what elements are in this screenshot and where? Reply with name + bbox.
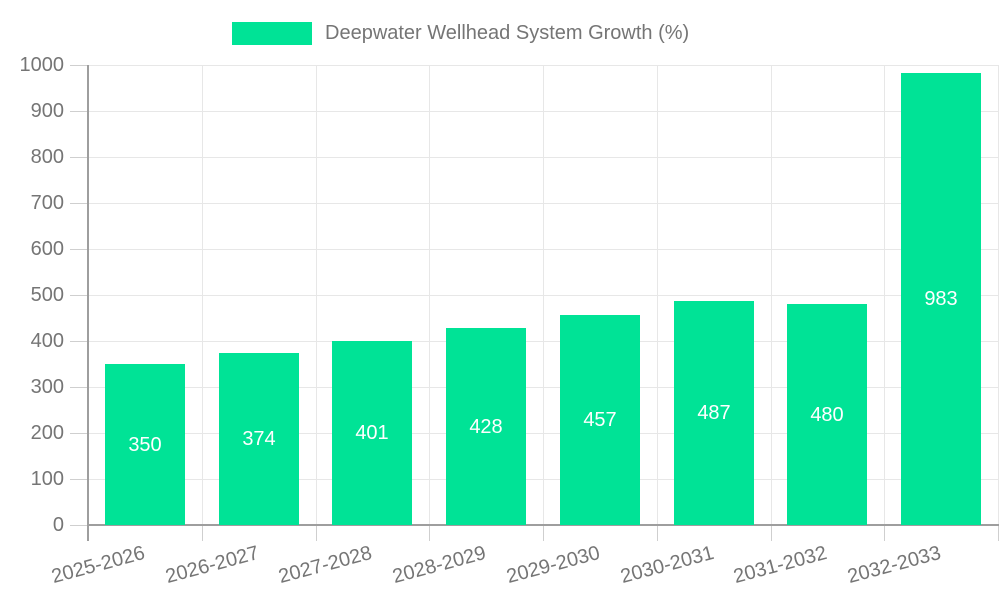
v-gridline: [202, 65, 203, 525]
bar-2027-2028[interactable]: [332, 341, 412, 525]
y-axis-label: 0: [52, 514, 64, 536]
v-gridline: [316, 65, 317, 525]
v-gridline: [657, 65, 658, 525]
y-axis-label: 800: [30, 146, 64, 168]
bar-2032-2033[interactable]: [901, 73, 981, 525]
bar-2030-2031[interactable]: [674, 301, 754, 525]
v-gridline: [884, 65, 885, 525]
y-axis-tick: [70, 65, 88, 66]
bar-value-label: 457: [583, 409, 617, 431]
y-axis-tick: [70, 249, 88, 250]
bar-value-label: 428: [469, 416, 503, 438]
y-axis-label: 1000: [19, 54, 65, 76]
x-axis-tick: [202, 525, 203, 541]
x-axis-tick: [543, 525, 544, 541]
bar-2025-2026[interactable]: [105, 364, 185, 525]
y-axis-label: 700: [30, 192, 64, 214]
bar-2026-2027[interactable]: [219, 353, 299, 525]
y-axis-tick: [70, 387, 88, 388]
v-gridline: [429, 65, 430, 525]
y-axis-line: [87, 65, 89, 541]
legend-label: Deepwater Wellhead System Growth (%): [325, 22, 690, 44]
bar-value-label: 480: [810, 404, 844, 426]
x-axis-tick: [316, 525, 317, 541]
x-axis-label: 2026-2027: [163, 542, 262, 589]
v-gridline: [771, 65, 772, 525]
x-axis-tick: [429, 525, 430, 541]
x-axis-line: [87, 524, 999, 526]
y-axis-tick: [70, 295, 88, 296]
y-axis-label: 200: [30, 422, 64, 444]
y-axis-tick: [70, 341, 88, 342]
x-axis-tick: [998, 525, 999, 541]
x-axis-label: 2031-2032: [731, 542, 830, 589]
y-axis-tick: [70, 111, 88, 112]
y-axis-tick: [70, 525, 88, 526]
bar-2029-2030[interactable]: [560, 315, 640, 525]
y-axis-tick: [70, 433, 88, 434]
bar-2028-2029[interactable]: [446, 328, 526, 525]
v-gridline: [998, 65, 999, 525]
y-axis-label: 100: [30, 468, 64, 490]
legend-item[interactable]: Deepwater Wellhead System Growth (%): [232, 22, 689, 45]
x-axis-label: 2032-2033: [845, 542, 944, 589]
bar-2031-2032[interactable]: [787, 304, 867, 525]
bar-value-label: 983: [924, 288, 958, 310]
x-axis-tick: [771, 525, 772, 541]
y-axis-tick: [70, 479, 88, 480]
y-axis-label: 600: [30, 238, 64, 260]
y-axis-label: 300: [30, 376, 64, 398]
y-axis-label: 900: [30, 100, 64, 122]
x-axis-label: 2030-2031: [618, 542, 717, 589]
x-axis-tick: [884, 525, 885, 541]
x-axis-label: 2029-2030: [504, 542, 603, 589]
x-axis-tick: [657, 525, 658, 541]
x-axis-label: 2028-2029: [390, 542, 489, 589]
x-axis-label: 2025-2026: [49, 542, 148, 589]
bar-value-label: 374: [242, 428, 276, 450]
y-axis-tick: [70, 203, 88, 204]
legend-swatch: [232, 22, 312, 45]
y-axis-label: 500: [30, 284, 64, 306]
bar-value-label: 487: [697, 402, 731, 424]
y-axis-label: 400: [30, 330, 64, 352]
bar-value-label: 350: [128, 434, 162, 456]
bar-value-label: 401: [355, 422, 389, 444]
y-axis-tick: [70, 157, 88, 158]
v-gridline: [543, 65, 544, 525]
x-axis-label: 2027-2028: [276, 542, 375, 589]
